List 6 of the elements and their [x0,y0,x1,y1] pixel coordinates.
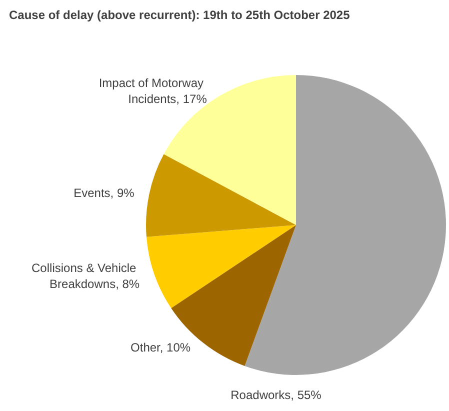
slice-label: Roadworks, 55% [230,388,322,402]
chart-title: Cause of delay (above recurrent): 19th to 25th October 2025 [9,8,350,22]
slice-label: Other, 10% [130,340,191,355]
slice-label: Events, 9% [74,186,135,200]
slice-label: Collisions & Vehicle Breakdowns, 8% [32,261,140,292]
slice-label: Impact of Motorway Incidents, 17% [98,76,208,106]
